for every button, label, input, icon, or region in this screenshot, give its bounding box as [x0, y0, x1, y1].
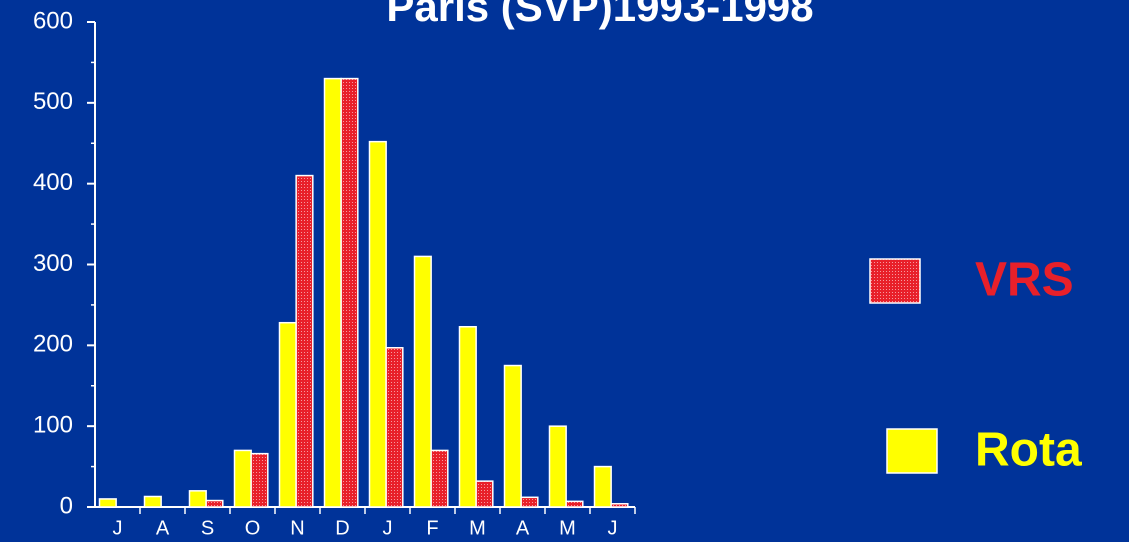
bar — [233, 449, 252, 508]
bar — [205, 499, 224, 508]
legend-label: VRS — [975, 254, 1074, 307]
x-tick-label: F — [426, 517, 438, 539]
bar — [458, 325, 477, 508]
bar — [323, 77, 342, 508]
bar — [520, 496, 539, 508]
bar — [413, 255, 432, 508]
bar — [143, 495, 162, 508]
bar — [295, 174, 314, 508]
y-tick-label: 200 — [33, 331, 73, 358]
x-tick-label: S — [201, 517, 214, 539]
bar — [475, 480, 494, 508]
x-tick-label: J — [113, 517, 123, 539]
x-tick-label: M — [559, 517, 576, 539]
bar — [340, 77, 359, 508]
bar — [368, 140, 387, 508]
bar — [610, 503, 629, 508]
chart-title: Paris (SVP)1993-1998 — [386, 0, 813, 30]
y-tick-label: 500 — [33, 88, 73, 115]
x-tick-label: J — [608, 517, 618, 539]
y-tick-label: 400 — [33, 169, 73, 196]
bar — [278, 321, 297, 508]
bar — [98, 498, 117, 508]
legend-swatch — [886, 428, 938, 474]
x-tick-label: A — [156, 517, 170, 539]
bar — [503, 364, 522, 508]
bar — [593, 465, 612, 508]
bar — [188, 490, 207, 508]
bar — [385, 347, 404, 508]
x-tick-label: O — [245, 517, 261, 539]
y-tick-label: 100 — [33, 412, 73, 439]
legend-label: Rota — [975, 424, 1082, 477]
bar — [548, 425, 567, 508]
x-tick-label: M — [469, 517, 486, 539]
x-tick-label: N — [290, 517, 304, 539]
y-tick-label: 300 — [33, 250, 73, 277]
x-tick-label: J — [383, 517, 393, 539]
bar — [565, 500, 584, 508]
x-tick-label: D — [335, 517, 349, 539]
bar — [430, 449, 449, 508]
x-tick-label: A — [516, 517, 530, 539]
legend-swatch — [869, 258, 921, 304]
bar — [250, 452, 269, 508]
y-tick-label: 0 — [60, 492, 73, 519]
y-tick-label: 600 — [33, 7, 73, 34]
